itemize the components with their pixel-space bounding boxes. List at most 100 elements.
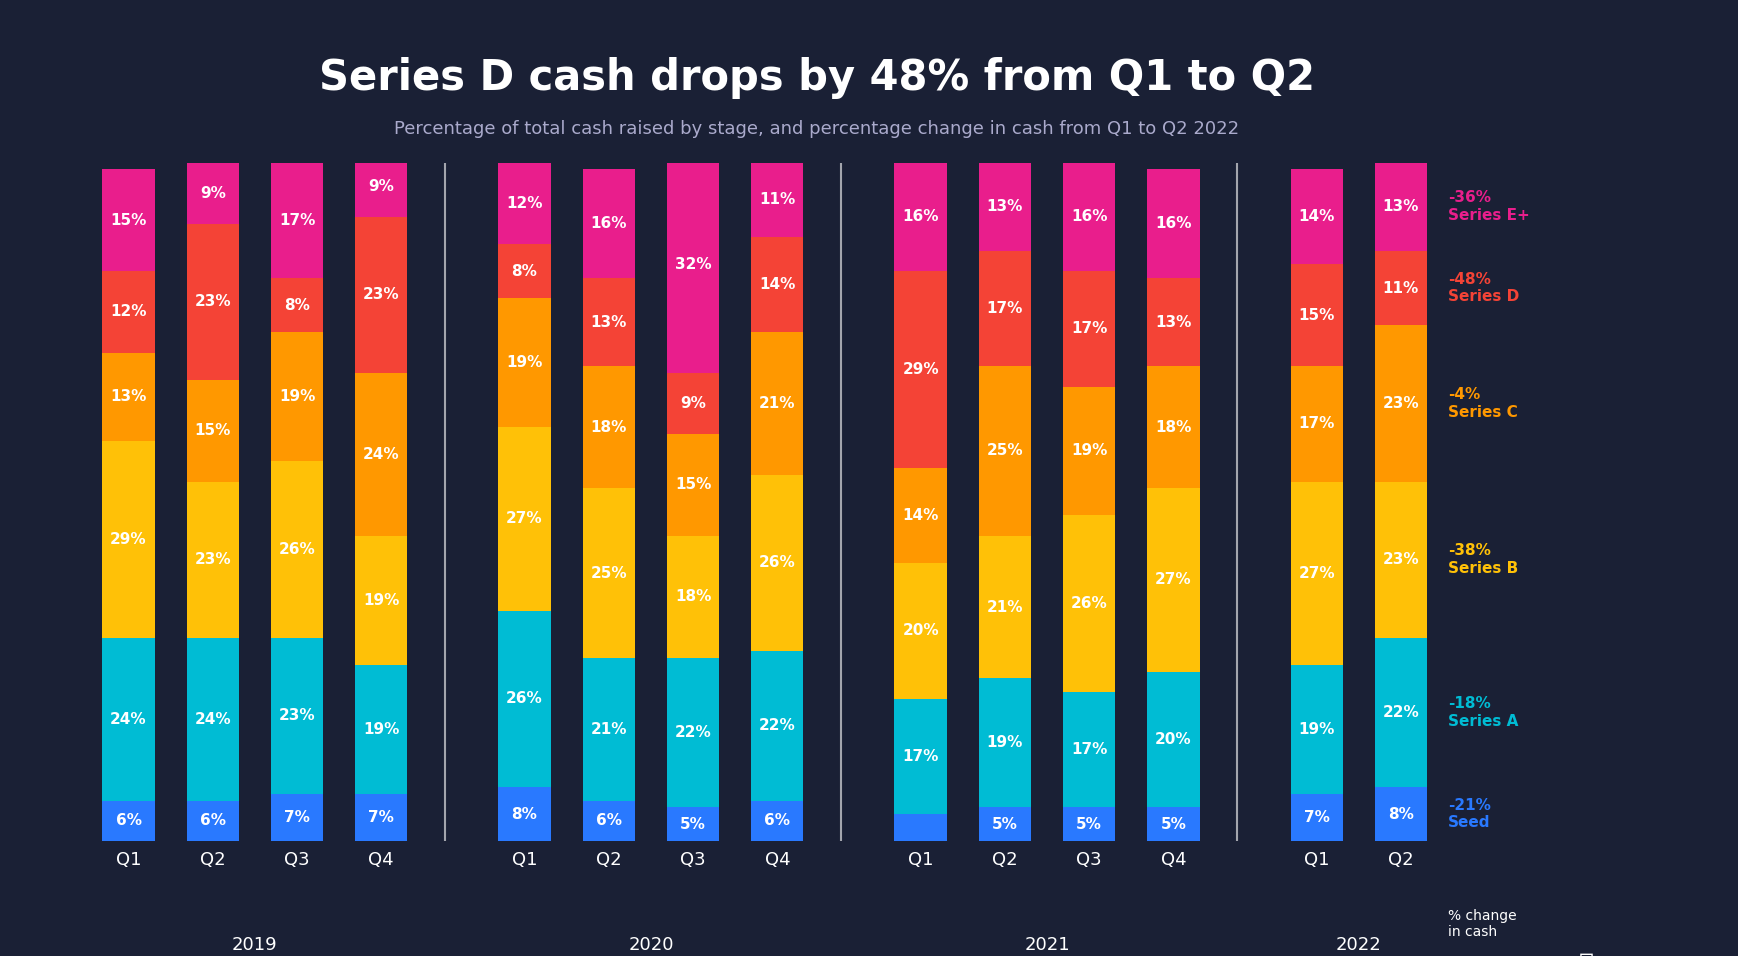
Text: 18%: 18% [1156, 420, 1192, 435]
Text: 20%: 20% [1156, 732, 1192, 747]
Bar [1375, 787, 1427, 841]
Text: -18%
Series A: -18% Series A [1448, 696, 1519, 728]
Bar [186, 163, 238, 224]
Text: 16%: 16% [1156, 216, 1192, 231]
Text: 13%: 13% [109, 389, 146, 404]
Text: 27%: 27% [1298, 566, 1335, 580]
Bar [582, 278, 634, 366]
Text: 13%: 13% [591, 315, 627, 330]
Bar [978, 679, 1031, 807]
Bar [1291, 664, 1343, 793]
Bar [499, 244, 551, 298]
Text: -38%
Series B: -38% Series B [1448, 543, 1519, 576]
Bar [271, 793, 323, 841]
Text: 9%: 9% [680, 396, 706, 411]
Bar [978, 366, 1031, 535]
Text: 8%: 8% [283, 297, 309, 313]
Text: 27%: 27% [1156, 573, 1192, 587]
Bar [103, 638, 155, 800]
Text: 25%: 25% [591, 566, 627, 580]
Bar [582, 366, 634, 489]
Text: 6%: 6% [115, 814, 141, 829]
Bar [751, 333, 803, 475]
Text: 2022: 2022 [1337, 936, 1382, 954]
Bar [1147, 278, 1199, 366]
Text: 9%: 9% [200, 185, 226, 201]
Text: 24%: 24% [195, 711, 231, 727]
Text: 2020: 2020 [627, 936, 674, 954]
Text: 24%: 24% [109, 711, 146, 727]
Bar [1375, 163, 1427, 250]
Bar [1147, 807, 1199, 841]
Bar [667, 434, 720, 535]
Text: 23%: 23% [195, 553, 231, 567]
Text: 19%: 19% [278, 389, 315, 404]
Text: 14%: 14% [760, 277, 796, 293]
Text: 16%: 16% [591, 216, 627, 231]
Bar [1064, 163, 1116, 272]
Text: 5%: 5% [1076, 816, 1102, 832]
Text: 14%: 14% [902, 508, 939, 523]
Text: 17%: 17% [1071, 742, 1107, 757]
Bar [355, 535, 407, 664]
Bar [271, 278, 323, 332]
Text: 26%: 26% [506, 691, 542, 706]
Text: 5%: 5% [1161, 816, 1187, 832]
Bar [499, 427, 551, 611]
Bar [751, 237, 803, 332]
Text: 18%: 18% [591, 420, 627, 435]
Text: 23%: 23% [363, 288, 400, 302]
Bar [499, 298, 551, 427]
Bar [667, 535, 720, 658]
Bar [978, 250, 1031, 366]
Bar [499, 787, 551, 841]
Text: 19%: 19% [363, 722, 400, 737]
Text: Series D cash drops by 48% from Q1 to Q2: Series D cash drops by 48% from Q1 to Q2 [318, 57, 1316, 99]
Text: 19%: 19% [1071, 444, 1107, 459]
Bar [751, 800, 803, 841]
Bar [1147, 169, 1199, 278]
Bar [751, 651, 803, 800]
Bar [271, 163, 323, 278]
Bar [1291, 793, 1343, 841]
Text: 15%: 15% [195, 424, 231, 438]
Bar [186, 638, 238, 800]
Text: 16%: 16% [902, 209, 939, 225]
Bar [895, 467, 947, 563]
Text: 27%: 27% [506, 511, 542, 527]
Bar [1064, 272, 1116, 386]
Bar [1064, 386, 1116, 515]
Text: Percentage of total cash raised by stage, and percentage change in cash from Q1 : Percentage of total cash raised by stage… [395, 120, 1239, 138]
Text: % change
in cash: % change in cash [1448, 909, 1517, 940]
Text: 23%: 23% [195, 294, 231, 309]
Text: 17%: 17% [987, 301, 1024, 315]
Text: 2021: 2021 [1024, 936, 1071, 954]
Bar [271, 638, 323, 793]
Bar [1064, 807, 1116, 841]
Text: 23%: 23% [1383, 553, 1420, 567]
Bar [103, 441, 155, 638]
Text: 22%: 22% [674, 726, 711, 740]
Bar [186, 224, 238, 380]
Text: 19%: 19% [987, 735, 1024, 750]
Text: 26%: 26% [760, 555, 796, 571]
Text: 29%: 29% [902, 362, 939, 377]
Bar [499, 163, 551, 244]
Bar [1064, 515, 1116, 692]
Bar [895, 699, 947, 815]
Bar [667, 373, 720, 434]
Bar [1375, 250, 1427, 325]
Bar [1291, 366, 1343, 482]
Bar [355, 373, 407, 535]
Bar [271, 333, 323, 461]
Text: 17%: 17% [1298, 417, 1335, 431]
Text: 22%: 22% [760, 718, 796, 733]
Text: 7%: 7% [1304, 810, 1330, 825]
Bar [186, 482, 238, 638]
Text: 13%: 13% [1383, 199, 1420, 214]
Bar [499, 611, 551, 787]
Text: 22%: 22% [1382, 705, 1420, 720]
Bar [103, 272, 155, 353]
Text: 24%: 24% [363, 446, 400, 462]
Text: ⛰: ⛰ [1578, 951, 1594, 956]
